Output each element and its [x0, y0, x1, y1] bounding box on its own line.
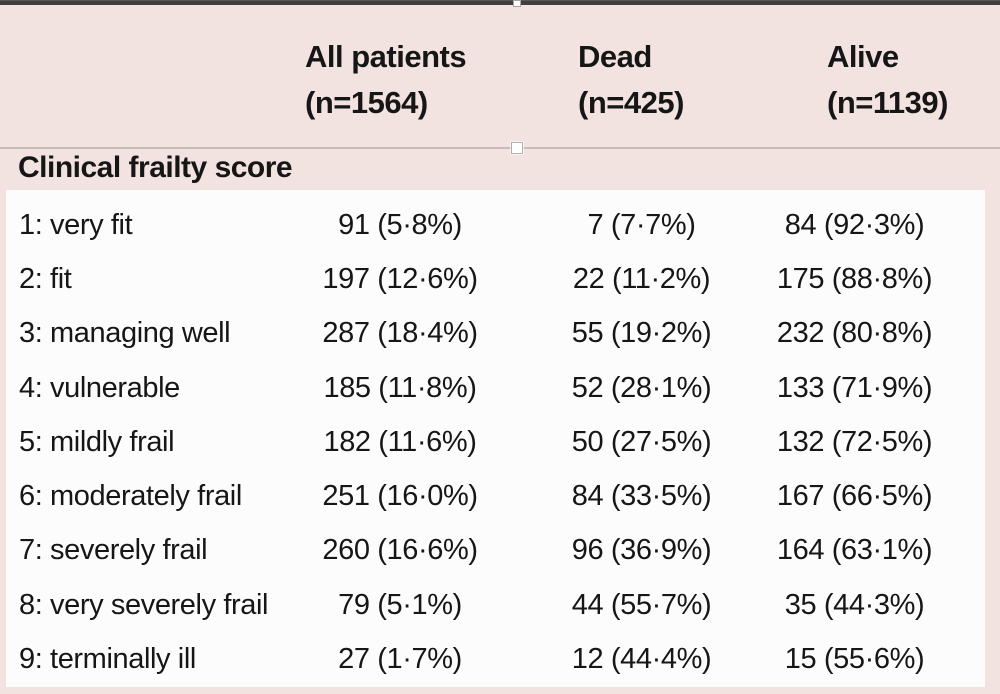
row-label: 4: vulnerable — [19, 371, 180, 404]
cell-all-patients: 27 (1·7%) — [338, 643, 462, 676]
cell-dead: 50 (27·5%) — [571, 425, 712, 458]
table-row: 9: terminally ill 27 (1·7%) 12 (44·4%) 1… — [6, 632, 985, 686]
row-label: 7: severely frail — [19, 534, 208, 567]
cell-dead: 52 (28·1%) — [571, 371, 712, 404]
column-header-n: (n=425) — [578, 85, 684, 120]
table-row: 3: managing well 287 (18·4%) 55 (19·2%) … — [6, 307, 985, 361]
cell-dead: 55 (19·2%) — [571, 317, 712, 350]
cell-all-patients: 287 (18·4%) — [322, 317, 478, 350]
table-row: 6: moderately frail 251 (16·0%) 84 (33·5… — [6, 469, 985, 523]
cell-alive: 35 (44·3%) — [784, 588, 925, 621]
cell-all-patients: 197 (12·6%) — [322, 262, 478, 295]
row-label: 3: managing well — [19, 317, 231, 350]
cell-dead: 84 (33·5%) — [571, 480, 712, 513]
table-row: 5: mildly frail 182 (11·6%) 50 (27·5%) 1… — [6, 415, 985, 469]
cell-alive: 164 (63·1%) — [776, 534, 933, 567]
column-header-n: (n=1139) — [827, 85, 948, 120]
cell-alive: 84 (92·3%) — [784, 208, 925, 241]
cell-alive: 132 (72·5%) — [776, 425, 933, 458]
cell-alive: 15 (55·6%) — [784, 643, 925, 676]
column-header-title: Dead — [578, 39, 652, 74]
cell-all-patients: 79 (5·1%) — [338, 588, 462, 621]
cell-all-patients: 185 (11·8%) — [323, 371, 477, 404]
header-divider-line — [0, 147, 1000, 149]
table-row: 7: severely frail 260 (16·6%) 96 (36·9%)… — [6, 524, 985, 578]
resize-handle-top[interactable] — [513, 0, 521, 7]
cell-alive: 232 (80·8%) — [776, 317, 933, 350]
cell-dead: 12 (44·4%) — [571, 643, 712, 676]
table-row: 1: very fit 91 (5·8%) 7 (7·7%) 84 (92·3%… — [6, 198, 985, 252]
column-header-title: All patients — [305, 39, 467, 74]
row-label: 6: moderately frail — [19, 480, 242, 513]
cell-alive: 167 (66·5%) — [776, 480, 933, 513]
cell-all-patients: 251 (16·0%) — [322, 480, 478, 513]
cell-dead: 44 (55·7%) — [571, 588, 712, 621]
cell-all-patients: 260 (16·6%) — [322, 534, 478, 567]
table-row: 2: fit 197 (12·6%) 22 (11·2%) 175 (88·8%… — [6, 252, 985, 306]
row-label: 2: fit — [19, 262, 72, 295]
row-label: 1: very fit — [19, 208, 133, 241]
table-row: 4: vulnerable 185 (11·8%) 52 (28·1%) 133… — [6, 361, 985, 415]
cell-alive: 133 (71·9%) — [776, 371, 933, 404]
cell-all-patients: 91 (5·8%) — [338, 208, 462, 241]
cell-dead: 96 (36·9%) — [571, 534, 712, 567]
column-header-n: (n=1564) — [305, 85, 428, 120]
row-label: 9: terminally ill — [19, 643, 196, 676]
resize-handle-middle[interactable] — [511, 142, 523, 154]
column-header-title: Alive — [827, 39, 899, 74]
column-header-all-patients: All patients (n=1564) — [305, 34, 467, 126]
table-row: 8: very severely frail 79 (5·1%) 44 (55·… — [6, 578, 985, 632]
cell-dead: 7 (7·7%) — [587, 208, 696, 241]
section-header-clinical-frailty-score: Clinical frailty score — [18, 151, 293, 184]
top-edge-bar — [0, 0, 1000, 5]
cell-alive: 175 (88·8%) — [776, 262, 933, 295]
row-label: 5: mildly frail — [19, 425, 175, 458]
row-label: 8: very severely frail — [19, 588, 269, 621]
table-body: 1: very fit 91 (5·8%) 7 (7·7%) 84 (92·3%… — [6, 190, 985, 687]
column-header-alive: Alive (n=1139) — [827, 34, 948, 126]
cell-all-patients: 182 (11·6%) — [323, 425, 477, 458]
column-header-dead: Dead (n=425) — [578, 34, 684, 126]
cell-dead: 22 (11·2%) — [572, 262, 711, 295]
